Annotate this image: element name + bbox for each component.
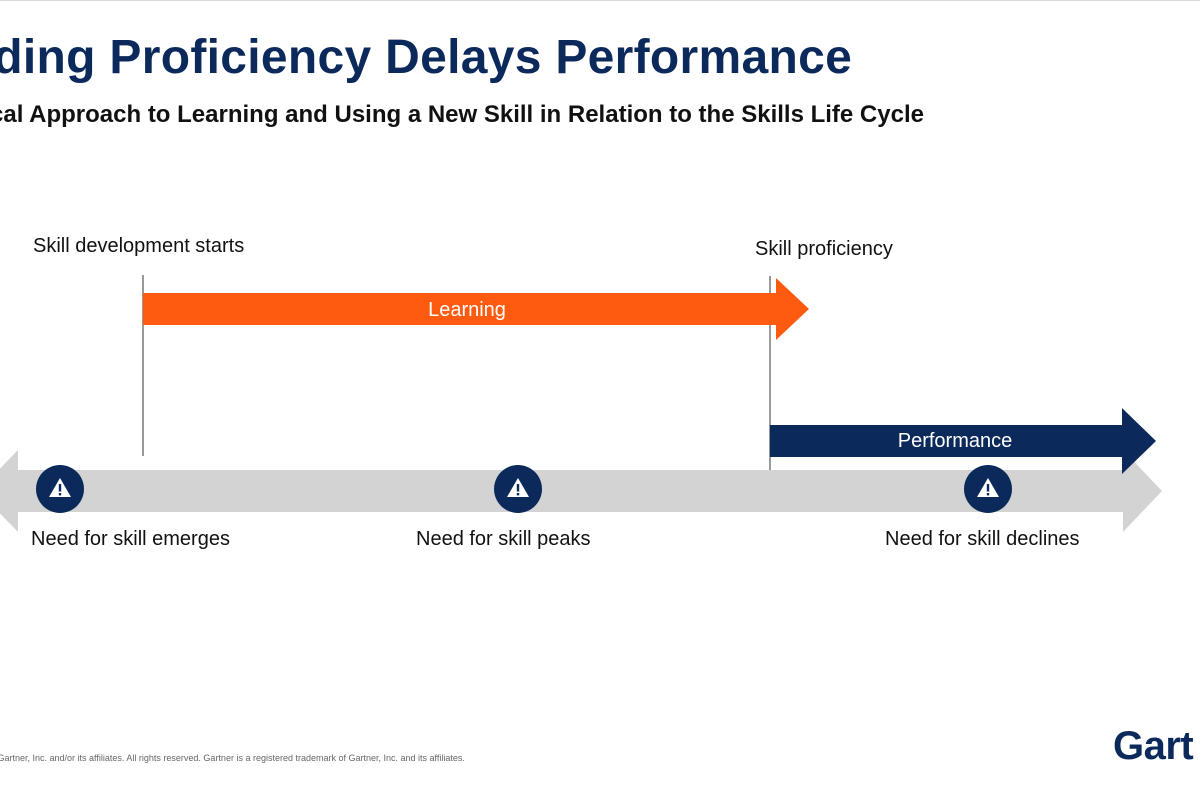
- performance-arrow: [770, 408, 1156, 474]
- lifecycle-arrow: [0, 450, 1162, 532]
- stage-label-peaks: Need for skill peaks: [416, 528, 591, 550]
- slide-title: ilding Proficiency Delays Performance: [0, 31, 853, 84]
- development-start-label: Skill development starts: [33, 235, 245, 257]
- warning-icon: [964, 465, 1012, 513]
- slide-subtitle: cal Approach to Learning and Using a New…: [0, 101, 924, 128]
- learning-arrow-label: Learning: [428, 299, 506, 321]
- copyright-notice: 4 Gartner, Inc. and/or its affiliates. A…: [0, 753, 465, 763]
- warning-icon: [494, 465, 542, 513]
- proficiency-label: Skill proficiency: [755, 238, 893, 260]
- learning-arrow: [143, 278, 809, 340]
- gartner-logo: Gart: [1113, 724, 1194, 768]
- warning-icon: [36, 465, 84, 513]
- top-divider: [0, 0, 1200, 1]
- stage-label-emerges: Need for skill emerges: [31, 528, 230, 550]
- stage-label-declines: Need for skill declines: [885, 528, 1080, 550]
- performance-arrow-label: Performance: [898, 430, 1013, 452]
